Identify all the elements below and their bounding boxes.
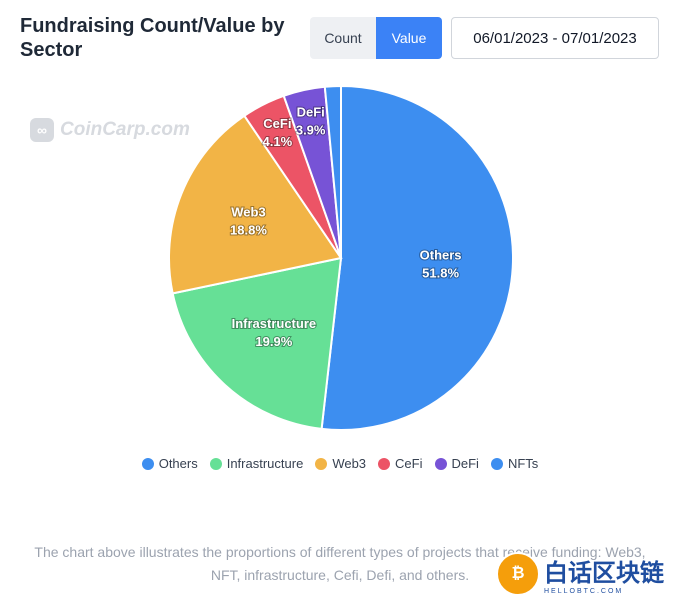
slice-label-defi: DeFi <box>297 104 325 119</box>
watermark-text: CoinCarp.com <box>60 119 190 140</box>
coincarp-logo-icon: ∞ <box>30 118 54 142</box>
slice-label-others: Others <box>420 248 462 263</box>
legend-label: Web3 <box>332 456 367 471</box>
slice-value-web3: 18.8% <box>230 223 267 238</box>
legend-item-defi[interactable]: DeFi <box>434 456 479 471</box>
chart-legend: Others Infrastructure Web3 CeFi DeFi NFTs <box>0 456 680 471</box>
legend-item-web3[interactable]: Web3 <box>315 456 366 471</box>
page-title: Fundraising Count/Value by Sector <box>20 15 285 61</box>
value-button[interactable]: Value <box>376 17 442 59</box>
legend-label: CeFi <box>395 456 423 471</box>
pie-slice-infrastructure[interactable] <box>171 256 343 431</box>
legend-dot <box>315 457 328 470</box>
legend-label: DeFi <box>451 456 479 471</box>
pie-chart: Others 51.8% Infrastructure 19.9% Web3 18.8% C… <box>168 84 514 431</box>
legend-label: NFTs <box>507 456 539 471</box>
count-button[interactable]: Count <box>310 17 376 59</box>
legend-dot <box>378 457 391 470</box>
legend-dot <box>141 457 154 470</box>
hellobtc-logo-subtext: HELLOBTC.COM <box>544 588 624 595</box>
watermark: ∞ CoinCarp.com <box>30 118 190 142</box>
legend-item-cefi[interactable]: CeFi <box>378 456 423 471</box>
legend-item-nfts[interactable]: NFTs <box>490 456 539 471</box>
hellobtc-logo: ₿ 白话区块链 HELLOBTC.COM <box>496 552 664 596</box>
legend-dot <box>490 457 503 470</box>
legend-item-infrastructure[interactable]: Infrastructure <box>209 456 304 471</box>
pie-slice-nfts[interactable] <box>323 84 342 259</box>
slice-value-defi: 3.9% <box>296 122 326 137</box>
legend-dot <box>209 457 222 470</box>
slice-value-infrastructure: 19.9% <box>255 334 292 349</box>
slice-label-web3: Web3 <box>231 205 265 220</box>
slice-value-others: 51.8% <box>422 266 459 281</box>
legend-item-others[interactable]: Others <box>141 456 198 471</box>
legend-dot <box>434 457 447 470</box>
legend-label: Infrastructure <box>226 456 304 471</box>
count-value-toggle: Count Value <box>310 17 442 59</box>
legend-label: Others <box>158 456 198 471</box>
slice-label-cefi: CeFi <box>263 116 291 131</box>
pie-slice-web3[interactable] <box>168 114 343 295</box>
slice-label-infrastructure: Infrastructure <box>232 316 317 331</box>
slice-value-cefi: 4.1% <box>263 134 293 149</box>
hellobtc-mascot-icon: ₿ <box>496 552 540 596</box>
hellobtc-logo-text: 白话区块链 <box>544 560 664 587</box>
chart-caption: The chart above illustrates the proporti… <box>34 544 646 583</box>
date-range-picker[interactable]: 06/01/2023 - 07/01/2023 <box>451 17 659 59</box>
pie-slice-others[interactable] <box>320 84 514 431</box>
